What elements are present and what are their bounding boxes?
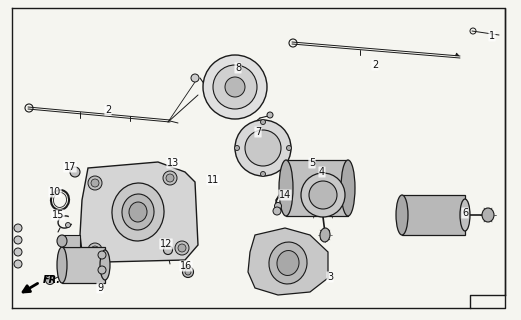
Circle shape	[182, 267, 193, 277]
Text: FR.: FR.	[43, 275, 61, 285]
Circle shape	[213, 65, 257, 109]
Circle shape	[88, 176, 102, 190]
Circle shape	[185, 269, 191, 275]
Ellipse shape	[320, 228, 330, 242]
Circle shape	[225, 77, 245, 97]
Circle shape	[203, 55, 267, 119]
Circle shape	[163, 171, 177, 185]
Circle shape	[98, 251, 106, 259]
Circle shape	[91, 246, 99, 254]
Polygon shape	[62, 235, 80, 247]
Circle shape	[14, 248, 22, 256]
Ellipse shape	[279, 160, 293, 216]
Circle shape	[275, 203, 281, 210]
Polygon shape	[62, 247, 105, 283]
Text: 12: 12	[160, 239, 172, 249]
Circle shape	[309, 181, 337, 209]
Text: 13: 13	[167, 158, 179, 168]
Text: 2: 2	[105, 105, 111, 115]
Circle shape	[14, 260, 22, 268]
Ellipse shape	[269, 242, 307, 284]
Circle shape	[287, 146, 292, 150]
Circle shape	[301, 173, 345, 217]
Ellipse shape	[100, 250, 110, 280]
Text: 14: 14	[279, 190, 291, 200]
Text: 9: 9	[97, 283, 103, 293]
Text: 10: 10	[49, 187, 61, 197]
Polygon shape	[402, 195, 465, 235]
Ellipse shape	[396, 195, 408, 235]
Text: 17: 17	[64, 162, 76, 172]
Text: 5: 5	[309, 158, 315, 168]
Circle shape	[273, 207, 281, 215]
Ellipse shape	[482, 208, 494, 222]
Circle shape	[191, 74, 199, 82]
Polygon shape	[248, 228, 328, 295]
Circle shape	[260, 119, 266, 124]
Circle shape	[88, 243, 102, 257]
Ellipse shape	[112, 183, 164, 241]
Circle shape	[98, 266, 106, 274]
Ellipse shape	[57, 235, 67, 247]
Polygon shape	[286, 160, 348, 216]
Circle shape	[45, 276, 55, 284]
Text: 15: 15	[52, 210, 64, 220]
Circle shape	[175, 241, 189, 255]
Circle shape	[166, 174, 174, 182]
Circle shape	[66, 222, 70, 228]
Text: 6: 6	[462, 208, 468, 218]
Polygon shape	[80, 162, 198, 262]
Circle shape	[267, 112, 273, 118]
Ellipse shape	[57, 247, 67, 283]
Circle shape	[234, 146, 240, 150]
Ellipse shape	[341, 160, 355, 216]
Circle shape	[178, 244, 186, 252]
Ellipse shape	[129, 202, 147, 222]
Text: 1: 1	[489, 31, 495, 41]
Circle shape	[14, 236, 22, 244]
Text: 2: 2	[372, 60, 378, 70]
Circle shape	[14, 224, 22, 232]
Circle shape	[91, 179, 99, 187]
Ellipse shape	[460, 199, 470, 231]
Text: 16: 16	[180, 261, 192, 271]
Ellipse shape	[277, 251, 299, 276]
Circle shape	[235, 120, 291, 176]
Text: 3: 3	[327, 272, 333, 282]
Text: 7: 7	[255, 127, 261, 137]
Circle shape	[245, 130, 281, 166]
Text: 8: 8	[235, 63, 241, 73]
Ellipse shape	[122, 194, 154, 230]
Circle shape	[164, 245, 172, 254]
Circle shape	[260, 172, 266, 177]
Text: 11: 11	[207, 175, 219, 185]
Circle shape	[70, 167, 80, 177]
Text: 4: 4	[319, 167, 325, 177]
